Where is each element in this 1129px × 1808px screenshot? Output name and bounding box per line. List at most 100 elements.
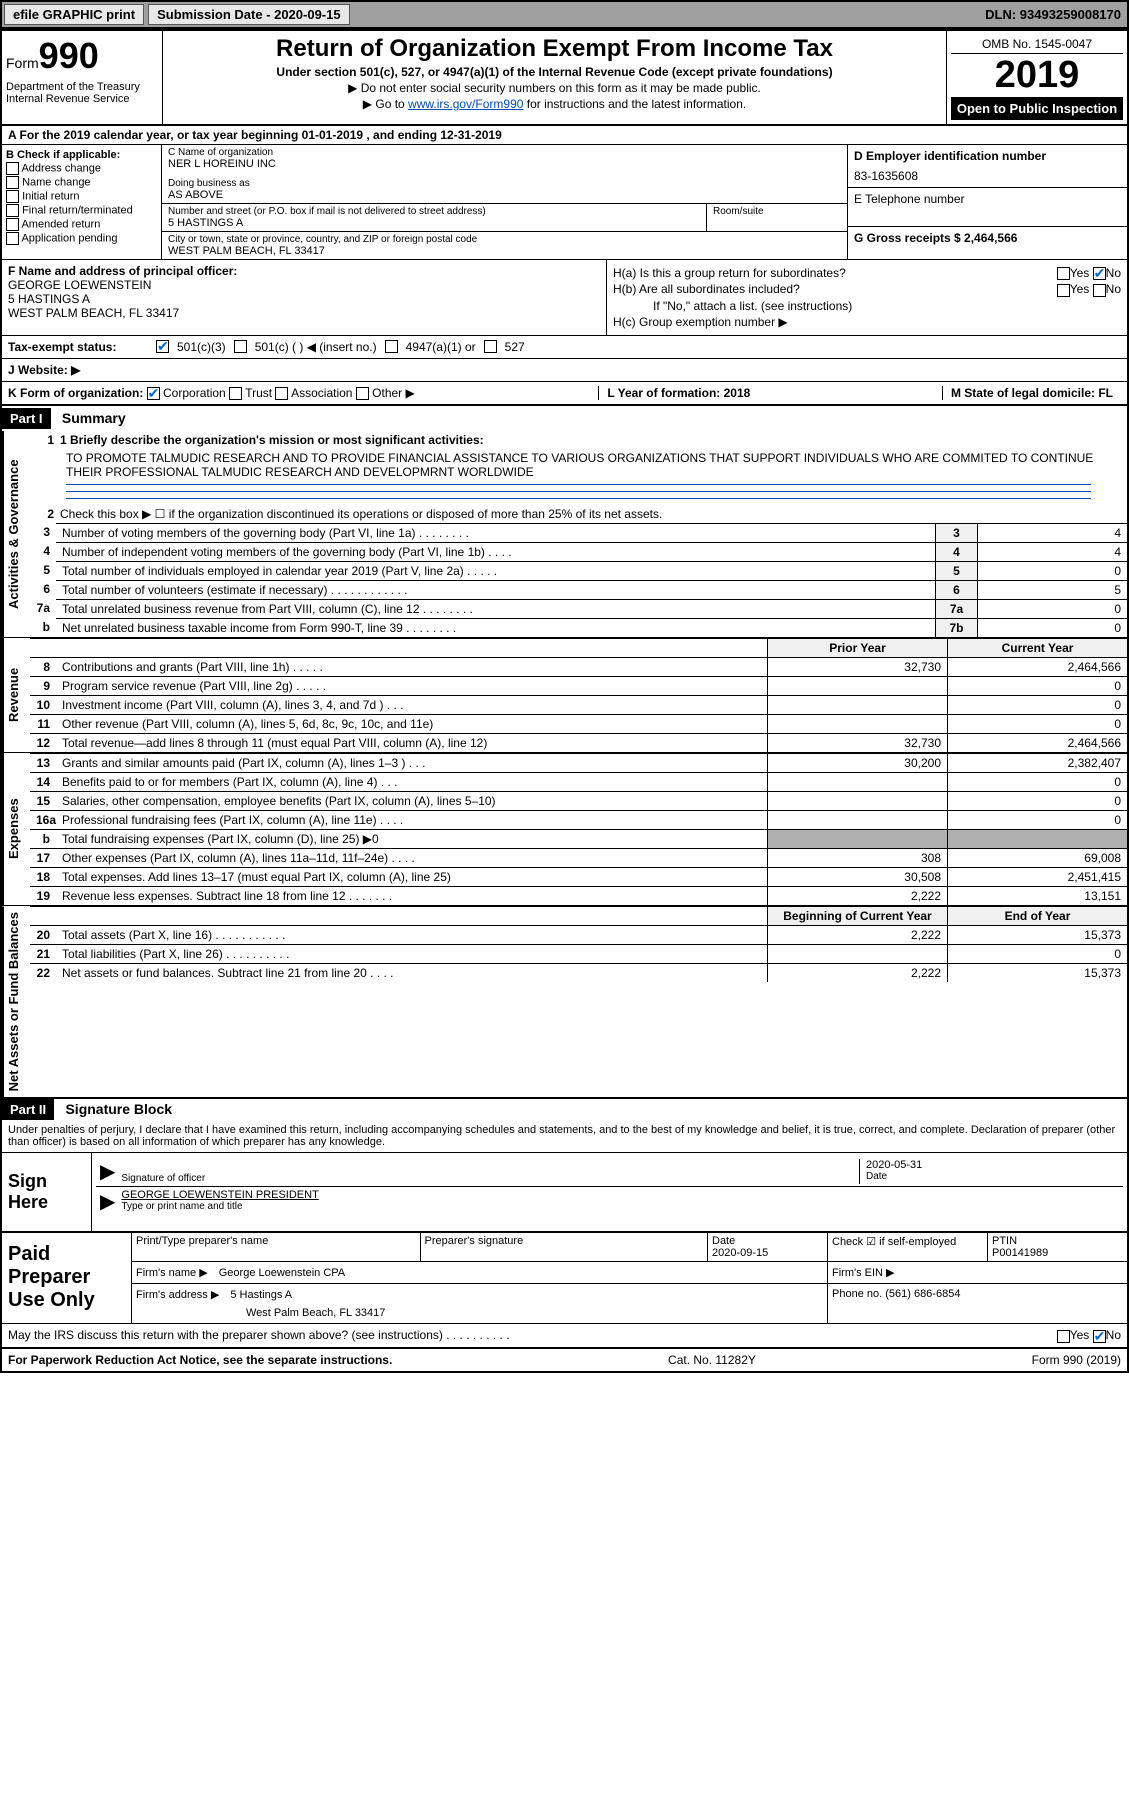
cb-name-change[interactable]: Name change [6,176,157,189]
revenue-content: Prior Year Current Year 8Contributions a… [30,638,1127,752]
box-num: 5 [935,561,977,580]
current-value: 0 [947,714,1127,733]
governance-table: 3Number of voting members of the governi… [30,523,1127,637]
department-label: Department of the Treasury Internal Reve… [6,81,158,105]
warning-ssn: ▶ Do not enter social security numbers o… [167,81,942,95]
governance-section: Activities & Governance 1 1 Briefly desc… [2,431,1127,638]
ha-no-checkbox[interactable] [1093,267,1106,280]
prior-value: 2,222 [767,963,947,982]
street-value: 5 HASTINGS A [168,217,700,229]
officer-block: F Name and address of principal officer:… [2,260,607,335]
current-value: 2,464,566 [947,657,1127,676]
line2: 2 Check this box ▶ ☐ if the organization… [30,505,1127,523]
line-desc: Number of voting members of the governin… [56,523,935,542]
efile-print-button[interactable]: efile GRAPHIC print [4,4,144,25]
form-subtitle: Under section 501(c), 527, or 4947(a)(1)… [167,65,942,79]
cb-amended-return[interactable]: Amended return [6,218,157,231]
prior-value [767,829,947,848]
part1-header-row: Part I Summary [2,406,1127,431]
cb-association[interactable] [275,387,288,400]
part2-badge: Part II [2,1099,54,1120]
current-value [947,829,1127,848]
part1-badge: Part I [2,408,51,429]
officer-addr2: WEST PALM BEACH, FL 33417 [8,306,600,320]
ha-label: H(a) Is this a group return for subordin… [613,266,846,280]
hb-note: If "No," attach a list. (see instruction… [613,299,1121,313]
form-990-footer: Form 990 (2019) [1032,1353,1121,1367]
line-desc: Program service revenue (Part VIII, line… [56,676,767,695]
sig-date: 2020-05-31 [866,1159,1119,1171]
form-number-block: Form990 [6,35,158,77]
current-value: 0 [947,791,1127,810]
firm-name: George Loewenstein CPA [219,1267,345,1279]
prior-value: 308 [767,848,947,867]
preparer-row1: Print/Type preparer's name Preparer's si… [132,1233,1127,1262]
name-title-line: ▶ GEORGE LOEWENSTEIN PRESIDENT Type or p… [96,1187,1123,1216]
sign-here-block: Sign Here ▶ Signature of officer 2020-05… [2,1152,1127,1231]
cb-501c3[interactable] [156,340,169,353]
mission-rule2 [66,491,1091,495]
prior-value: 32,730 [767,657,947,676]
part1-title: Summary [54,410,126,426]
preparer-sig-label: Preparer's signature [420,1233,708,1262]
open-public-badge: Open to Public Inspection [951,97,1123,120]
street-block: Number and street (or P.O. box if mail i… [162,204,707,232]
prior-value [767,791,947,810]
discuss-no-checkbox[interactable] [1093,1330,1106,1343]
prior-value: 2,222 [767,886,947,905]
officer-addr1: 5 HASTINGS A [8,292,600,306]
dba-label: Doing business as [168,178,841,189]
cb-final-return[interactable]: Final return/terminated [6,204,157,217]
line-num: 10 [30,695,56,714]
cb-address-change[interactable]: Address change [6,162,157,175]
header-right: OMB No. 1545-0047 2019 Open to Public In… [947,31,1127,124]
room-label: Room/suite [713,206,841,217]
line-desc: Contributions and grants (Part VIII, lin… [56,657,767,676]
begin-year-hdr: Beginning of Current Year [767,906,947,925]
hb-label: H(b) Are all subordinates included? [613,282,800,296]
netassets-header: Beginning of Current Year End of Year [30,906,1127,925]
ha-yes-checkbox[interactable] [1057,267,1070,280]
perjury-statement: Under penalties of perjury, I declare th… [2,1120,1127,1152]
netassets-rows: 20Total assets (Part X, line 16) . . . .… [30,925,1127,982]
sign-here-label: Sign Here [2,1153,92,1231]
omb-number: OMB No. 1545-0047 [951,35,1123,54]
prior-value: 30,508 [767,867,947,886]
line-desc: Total revenue—add lines 8 through 11 (mu… [56,733,767,752]
line-value: 0 [977,599,1127,618]
hc-row: H(c) Group exemption number ▶ [613,315,1121,329]
h-block: H(a) Is this a group return for subordin… [607,260,1127,335]
line-desc: Benefits paid to or for members (Part IX… [56,772,767,791]
form-number: 990 [39,35,99,76]
hb-yes-checkbox[interactable] [1057,284,1070,297]
form-header: Form990 Department of the Treasury Inter… [2,31,1127,126]
discuss-yes-checkbox[interactable] [1057,1330,1070,1343]
cb-501c[interactable] [234,340,247,353]
cb-4947[interactable] [385,340,398,353]
header-middle: Return of Organization Exempt From Incom… [162,31,947,124]
mission-rule1 [66,484,1091,488]
discuss-options: Yes No [1057,1328,1121,1342]
officer-sig-line: ▶ Signature of officer 2020-05-31 Date [96,1157,1123,1187]
preparer-date-cell: Date 2020-09-15 [707,1233,827,1262]
line-desc: Number of independent voting members of … [56,542,935,561]
cb-527[interactable] [484,340,497,353]
submission-date-button[interactable]: Submission Date - 2020-09-15 [148,4,350,25]
hb-no-checkbox[interactable] [1093,284,1106,297]
expenses-section: Expenses 13Grants and similar amounts pa… [2,753,1127,906]
cb-trust[interactable] [229,387,242,400]
cb-corporation[interactable] [147,387,160,400]
cb-other[interactable] [356,387,369,400]
cb-application-pending[interactable]: Application pending [6,232,157,245]
line-value: 4 [977,542,1127,561]
line-num: b [30,618,56,637]
prior-value [767,714,947,733]
mission-text: TO PROMOTE TALMUDIC RESEARCH AND TO PROV… [30,449,1127,481]
k-row: K Form of organization: Corporation Trus… [2,381,1127,406]
type-print-label: Type or print name and title [121,1201,1119,1212]
caret-icon: ▶ [100,1159,115,1184]
cb-initial-return[interactable]: Initial return [6,190,157,203]
line-num: b [30,829,56,848]
instructions-link[interactable]: www.irs.gov/Form990 [408,97,523,111]
top-toolbar: efile GRAPHIC print Submission Date - 20… [0,0,1129,29]
